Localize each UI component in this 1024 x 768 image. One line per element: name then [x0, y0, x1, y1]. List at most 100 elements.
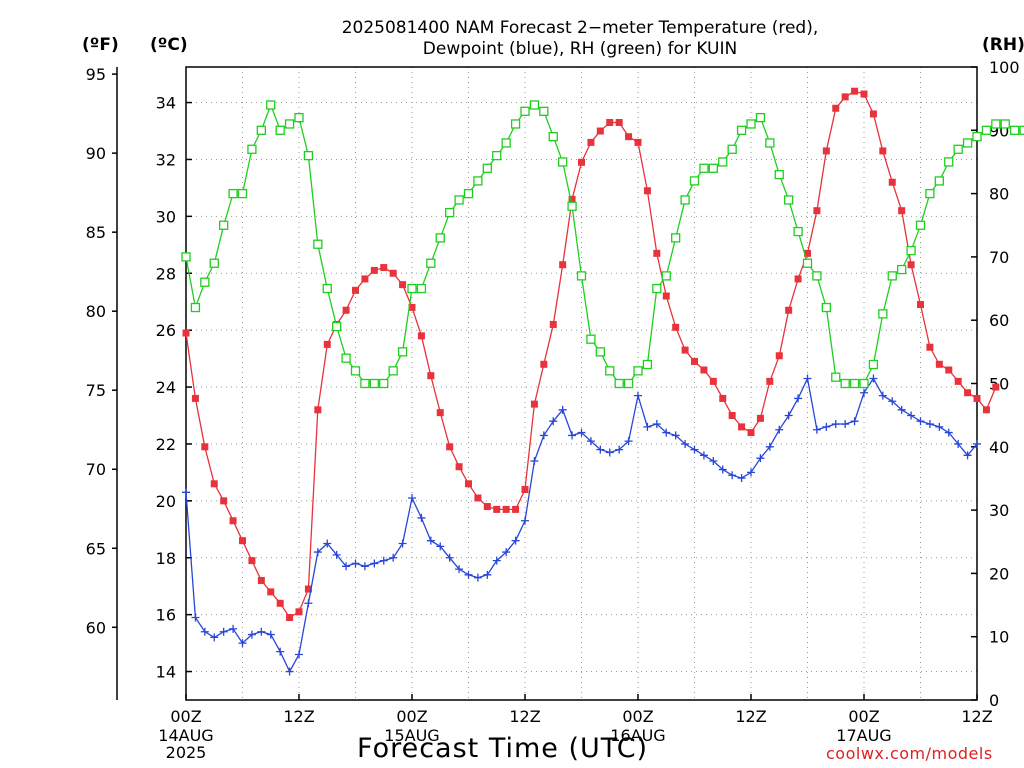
dewpoint-point	[502, 548, 511, 557]
temperature-point	[954, 377, 962, 385]
dewpoint-point	[295, 650, 303, 659]
dewpoint-point	[586, 437, 595, 446]
rh-point	[360, 378, 370, 389]
temperature-point	[559, 261, 567, 269]
rh-axis-unit: (RH)	[982, 35, 1024, 55]
rh-point	[981, 125, 992, 135]
dewpoint-point	[643, 422, 652, 431]
rh-point	[718, 157, 728, 167]
celsius-tick-label: 24	[156, 378, 176, 397]
dewpoint-point	[812, 425, 821, 434]
temperature-point	[286, 613, 294, 621]
temperature-point	[785, 306, 793, 314]
dewpoint-point	[539, 431, 548, 440]
rh-point	[680, 195, 690, 205]
dewpoint-point	[756, 454, 765, 463]
dewpoint-point	[624, 437, 633, 446]
rh-point	[708, 163, 718, 173]
celsius-tick-label: 26	[156, 321, 176, 340]
temperature-point	[578, 158, 585, 166]
temperature-point	[596, 127, 604, 135]
rh-point	[228, 188, 238, 199]
dewpoint-point	[916, 417, 925, 426]
dewpoint-point	[379, 556, 388, 565]
x-tick-label: 12Z	[735, 707, 766, 726]
rh-point	[313, 239, 323, 249]
temperature-point	[210, 480, 218, 488]
fahrenheit-tick-label: 95	[86, 65, 106, 84]
rh-point	[944, 157, 954, 167]
temperature-point	[879, 147, 887, 155]
temperature-point	[719, 394, 727, 402]
dewpoint-point	[841, 420, 850, 429]
dewpoint-point	[634, 391, 642, 400]
temperature-point	[182, 329, 190, 337]
temperature-point	[860, 90, 868, 98]
celsius-tick-label: 32	[156, 150, 176, 169]
temperature-point	[408, 303, 416, 311]
fahrenheit-tick-label: 85	[86, 223, 106, 242]
celsius-tick-label: 34	[156, 94, 176, 113]
fahrenheit-tick-label: 75	[86, 381, 106, 400]
fahrenheit-tick-label: 65	[86, 539, 106, 558]
dewpoint-point	[775, 425, 784, 434]
temperature-point	[455, 463, 463, 471]
x-axis-label: Forecast Time (UTC)	[357, 733, 649, 764]
rh-point	[774, 169, 784, 180]
rh-point	[671, 233, 681, 243]
rh-point	[595, 347, 605, 357]
temperature-point	[446, 443, 454, 451]
rh-point	[765, 138, 775, 148]
dewpoint-point	[276, 647, 285, 656]
x-tick-sublabel: 2025	[166, 743, 207, 762]
temperature-point	[747, 429, 755, 437]
fahrenheit-tick-label: 70	[86, 460, 106, 479]
x-tick-label: 00Z	[622, 707, 653, 726]
rh-point	[341, 353, 351, 363]
temperature-point	[512, 505, 520, 513]
rh-point	[426, 258, 436, 268]
rh-point	[539, 106, 549, 116]
temperature-point	[483, 503, 491, 511]
temperature-point	[945, 366, 953, 374]
rh-point	[915, 220, 926, 230]
chart-title-line-2: Dewpoint (blue), RH (green) for KUIN	[422, 39, 738, 59]
dewpoint-point	[671, 431, 680, 440]
temperature-point	[700, 366, 708, 374]
temperature-point	[342, 306, 350, 314]
dewpoint-point	[483, 570, 492, 579]
rh-point	[322, 283, 332, 294]
temperature-point	[615, 118, 623, 126]
rh-tick-label: 40	[989, 438, 1009, 457]
temperature-point	[625, 133, 633, 141]
temperature-point	[521, 485, 529, 493]
rh-point	[868, 359, 879, 370]
dewpoint-point	[596, 445, 605, 454]
x-tick-label: 12Z	[283, 707, 314, 726]
rh-point	[623, 378, 634, 389]
x-tick-sublabel: 14AUG	[158, 726, 213, 745]
rh-point	[181, 252, 191, 262]
temperature-point	[201, 443, 209, 451]
rh-point	[463, 188, 474, 199]
dewpoint-point	[370, 559, 379, 568]
temperature-point	[191, 394, 199, 402]
rh-tick-label: 70	[989, 248, 1009, 267]
temperature-point	[493, 505, 501, 513]
temperature-point	[587, 138, 595, 146]
dewpoint-point	[568, 431, 577, 440]
dewpoint-point	[690, 445, 699, 454]
temperature-point	[973, 394, 981, 402]
temperature-point	[389, 269, 397, 277]
rh-point	[407, 283, 417, 294]
temperature-point	[220, 497, 228, 505]
temperature-point	[380, 264, 388, 272]
chart-title-line-1: 2025081400 NAM Forecast 2−meter Temperat…	[341, 18, 819, 38]
dewpoint-point	[417, 513, 426, 522]
x-tick-label: 12Z	[961, 707, 992, 726]
x-tick-sublabel: 16AUG	[610, 726, 665, 745]
dewpoint-point	[728, 471, 737, 480]
rh-point	[397, 347, 408, 357]
dewpoint-point	[210, 633, 219, 642]
temperature-point	[775, 352, 783, 360]
